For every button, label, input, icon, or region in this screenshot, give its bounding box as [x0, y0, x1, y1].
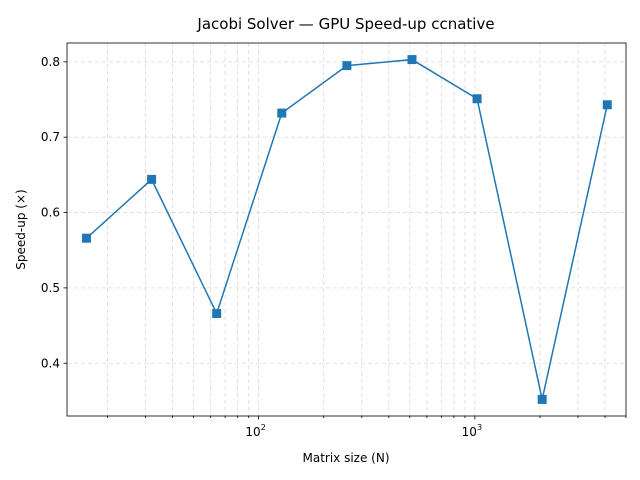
- data-point: [602, 100, 612, 110]
- ticks-layer: 102 103 0.4 0.5 0.6 0.7 0.8: [41, 55, 627, 439]
- plot-frame: [66, 42, 627, 417]
- data-point: [82, 233, 92, 243]
- y-tick-label: 0.5: [41, 281, 60, 295]
- data-point: [407, 55, 417, 65]
- y-tick-label: 0.7: [41, 130, 60, 144]
- x-tick-label: 103: [462, 423, 482, 439]
- data-point: [277, 108, 287, 118]
- y-axis-label: Speed-up (×): [14, 189, 28, 269]
- data-point: [212, 309, 222, 319]
- data-point: [147, 174, 157, 184]
- chart-title: Jacobi Solver — GPU Speed-up ccnative: [196, 15, 494, 33]
- x-tick-label: 102: [245, 423, 265, 439]
- y-tick-label: 0.4: [41, 356, 60, 370]
- data-point: [537, 394, 547, 404]
- grid-layer: [67, 43, 627, 416]
- data-point: [342, 61, 352, 71]
- series-line: [85, 58, 609, 400]
- data-point: [472, 94, 482, 104]
- x-axis-label: Matrix size (N): [302, 451, 389, 465]
- series-layer: [82, 55, 612, 404]
- y-tick-label: 0.8: [41, 55, 60, 69]
- y-tick-label: 0.6: [41, 206, 60, 220]
